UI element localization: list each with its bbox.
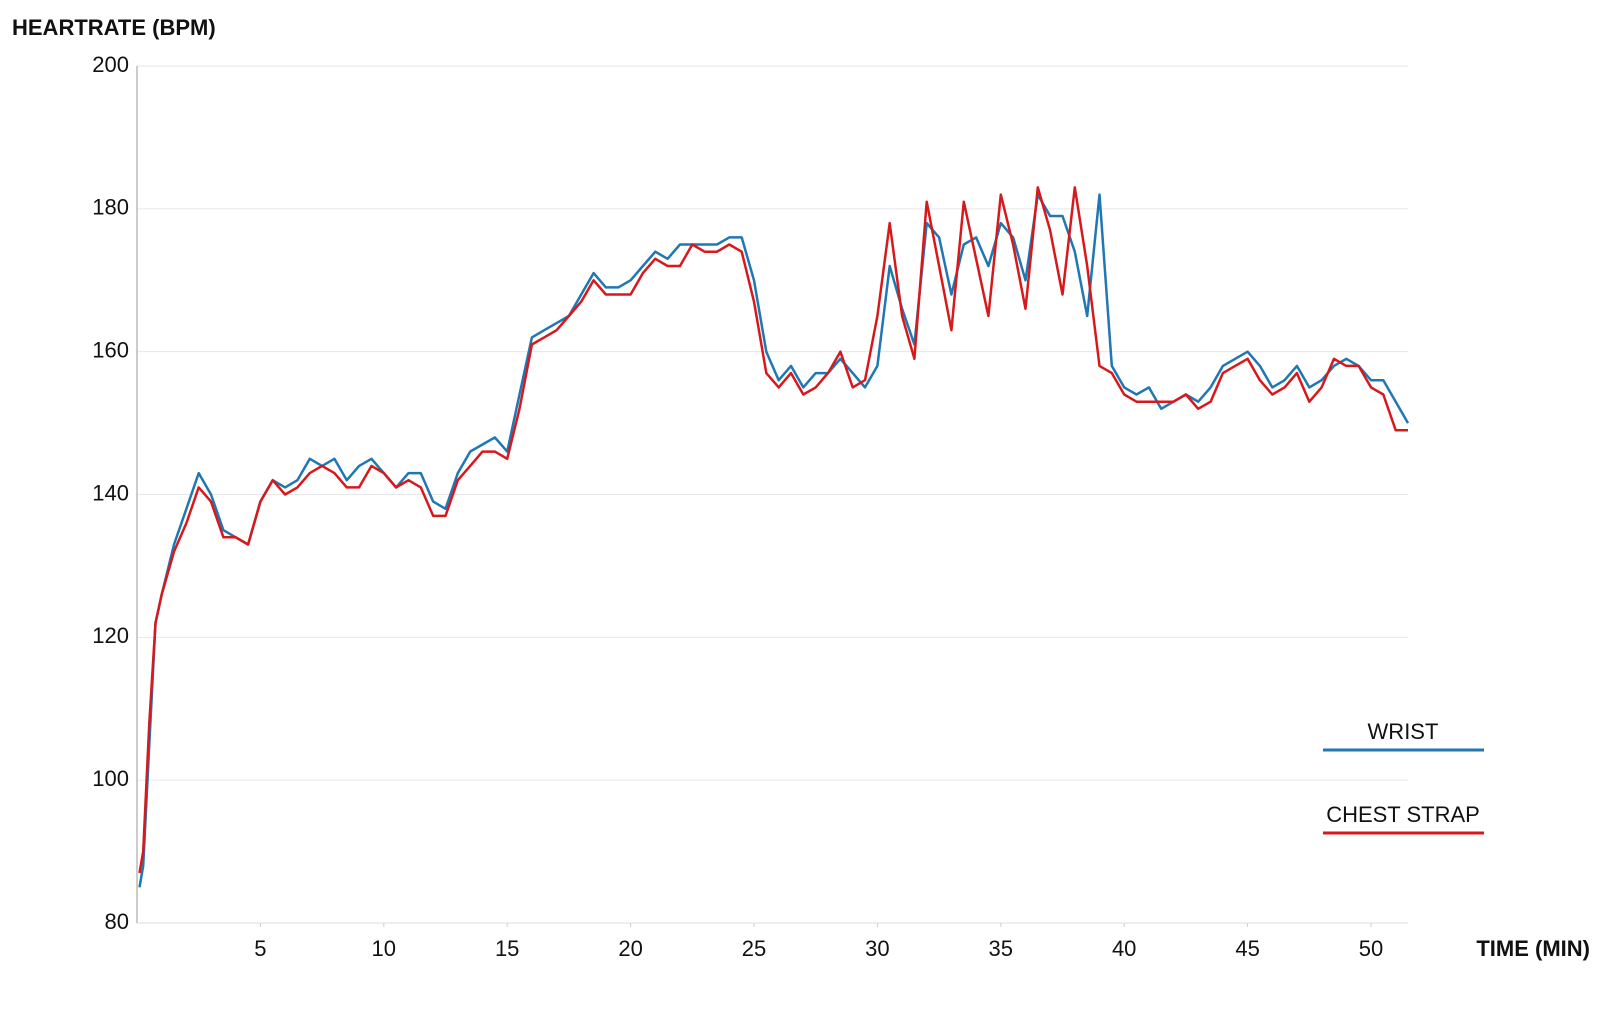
y-tick-label: 160: [92, 337, 129, 362]
y-tick-label: 120: [92, 623, 129, 648]
y-tick-label: 140: [92, 480, 129, 505]
y-axis-title: HEARTRATE (BPM): [12, 15, 216, 40]
x-tick-label: 20: [618, 936, 642, 961]
x-tick-label: 50: [1359, 936, 1383, 961]
legend-label: CHEST STRAP: [1326, 802, 1480, 827]
x-tick-label: 15: [495, 936, 519, 961]
x-tick-label: 35: [989, 936, 1013, 961]
data-line: [138, 193, 1410, 888]
x-tick-label: 40: [1112, 936, 1136, 961]
data-line: [138, 186, 1408, 874]
y-tick-label: 180: [92, 195, 129, 220]
x-tick-label: 10: [372, 936, 396, 961]
x-tick-label: 45: [1235, 936, 1259, 961]
y-tick-label: 80: [105, 909, 129, 934]
x-tick-label: 5: [254, 936, 266, 961]
x-tick-label: 25: [742, 936, 766, 961]
x-tick-label: 30: [865, 936, 889, 961]
legend-label: WRIST: [1368, 719, 1439, 744]
x-axis-title: TIME (MIN): [1476, 936, 1590, 961]
y-tick-label: 100: [92, 766, 129, 791]
y-tick-label: 200: [92, 52, 129, 77]
